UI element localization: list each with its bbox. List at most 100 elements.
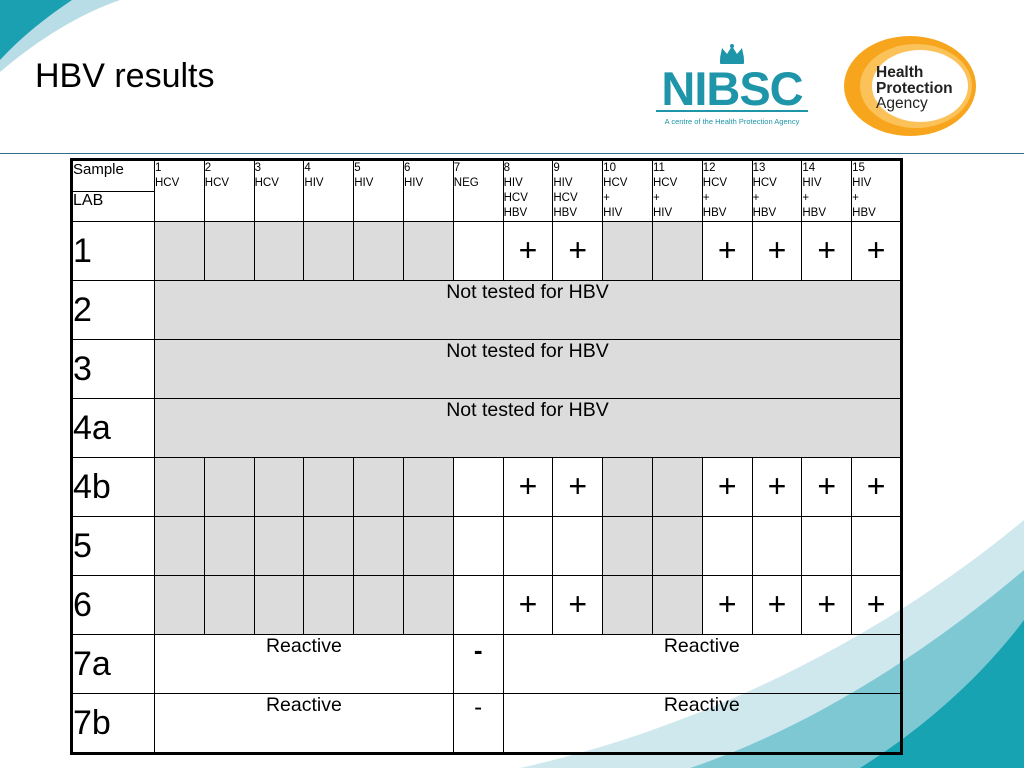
result-cell: + <box>502 575 554 635</box>
lab-label: 4a <box>71 398 155 458</box>
lab-label: 3 <box>71 339 155 399</box>
column-header-10: 10 HCV + HIV <box>602 159 653 222</box>
result-cell: + <box>552 221 604 281</box>
result-cell <box>402 221 454 281</box>
result-cell <box>502 516 554 576</box>
not-tested-note: Not tested for HBV <box>154 339 902 399</box>
result-cell <box>402 457 454 517</box>
result-cell <box>402 575 454 635</box>
column-sample-line: + <box>752 192 760 204</box>
result-cell <box>154 575 205 635</box>
column-number: 6 <box>403 162 411 174</box>
lab-label: 7b <box>71 693 155 754</box>
result-cell <box>452 516 504 576</box>
result-cell: + <box>502 221 554 281</box>
result-cell <box>303 221 355 281</box>
result-cell <box>353 575 404 635</box>
column-sample-line: NEG <box>453 177 479 189</box>
column-sample-line: HCV <box>603 177 628 189</box>
hpa-line-3: Agency <box>876 95 928 112</box>
result-cell <box>353 221 404 281</box>
column-sample-line: + <box>652 192 660 204</box>
column-header-8: 8 HIV HCV HBV <box>502 159 554 222</box>
lab-header-cell: LAB <box>71 190 155 223</box>
reactive-right: Reactive <box>502 634 902 694</box>
column-header-13: 13 HCV + HBV <box>751 159 803 222</box>
result-cell <box>303 575 355 635</box>
column-header-5: 5 HIV <box>353 159 404 222</box>
reactive-left: Reactive <box>154 634 454 694</box>
not-tested-note: Not tested for HBV <box>154 280 902 340</box>
result-cell <box>602 457 653 517</box>
column-sample-line: + <box>702 192 710 204</box>
not-tested-note: Not tested for HBV <box>154 398 902 458</box>
column-header-6: 6 HIV <box>402 159 454 222</box>
result-cell <box>253 516 305 576</box>
header-row: Sample 1 HCV 2 HCV 3 HCV 4 HIV 5 HIV 6 HIV 7 NEG 8 HIV HC… <box>71 159 902 222</box>
lab-label: 2 <box>71 280 155 340</box>
nibsc-logo: NIBSC A centre of the Health Protection … <box>652 44 812 132</box>
column-sample-line: + <box>852 192 859 204</box>
result-cell <box>651 457 703 517</box>
result-cell <box>851 516 902 576</box>
header-row-lab: LAB <box>71 190 902 223</box>
column-sample-line: HIV <box>852 177 872 189</box>
column-sample-line: HIV <box>603 207 623 219</box>
column-sample-line: HCV <box>155 177 180 189</box>
lab-label: 4b <box>71 457 155 517</box>
column-number: 2 <box>204 162 212 174</box>
lab-label: 5 <box>71 516 155 576</box>
neg-result: - <box>452 634 504 694</box>
column-header-14: 14 HIV + HBV <box>801 159 853 222</box>
column-header-9: 9 HIV HCV HBV <box>552 159 604 222</box>
column-number: 1 <box>155 162 162 174</box>
column-sample-line: HBV <box>802 207 827 219</box>
result-cell <box>203 575 255 635</box>
result-cell <box>651 575 703 635</box>
column-header-2: 2 HCV <box>203 159 255 222</box>
column-header-15: 15 HIV + HBV <box>851 159 902 222</box>
result-cell <box>751 516 803 576</box>
lab-label: 1 <box>71 221 155 281</box>
result-cell: + <box>751 575 803 635</box>
result-cell <box>303 457 355 517</box>
result-cell: + <box>751 457 803 517</box>
column-header-1: 1 HCV <box>154 159 205 222</box>
result-cell <box>701 516 753 576</box>
result-cell: + <box>552 575 604 635</box>
crown-icon <box>720 44 744 64</box>
result-cell <box>203 457 255 517</box>
column-sample-line: HIV <box>403 177 424 189</box>
result-cell <box>651 516 703 576</box>
table-row: 7b Reactive - Reactive <box>71 693 902 754</box>
column-number: 9 <box>553 162 560 174</box>
column-number: 15 <box>852 162 865 174</box>
table-row: 1 + + + + + + <box>71 221 902 281</box>
header-divider <box>0 153 1024 154</box>
result-cell <box>552 516 604 576</box>
result-cell: + <box>751 221 803 281</box>
result-cell: + <box>801 221 853 281</box>
column-sample-line: HIV <box>553 177 573 189</box>
result-cell <box>651 221 703 281</box>
column-number: 5 <box>354 162 361 174</box>
hpa-wordmark: Health Protection Agency <box>876 65 953 112</box>
column-sample-line: + <box>802 192 810 204</box>
result-cell <box>602 575 653 635</box>
result-cell <box>452 221 504 281</box>
column-sample-line: HBV <box>503 207 528 219</box>
result-cell <box>452 457 504 517</box>
column-sample-line: HIV <box>354 177 374 189</box>
column-sample-line: HCV <box>652 177 678 189</box>
reactive-right: Reactive <box>502 693 902 754</box>
table-row: 2 Not tested for HBV <box>71 280 902 340</box>
result-cell: + <box>552 457 604 517</box>
column-sample-line: HCV <box>702 177 728 189</box>
column-number: 12 <box>702 162 716 174</box>
result-cell: + <box>801 457 853 517</box>
result-cell <box>353 516 404 576</box>
column-sample-line: HCV <box>752 177 777 189</box>
reactive-left: Reactive <box>154 693 454 754</box>
column-sample-line: HIV <box>652 207 673 219</box>
result-cell: + <box>851 457 902 517</box>
